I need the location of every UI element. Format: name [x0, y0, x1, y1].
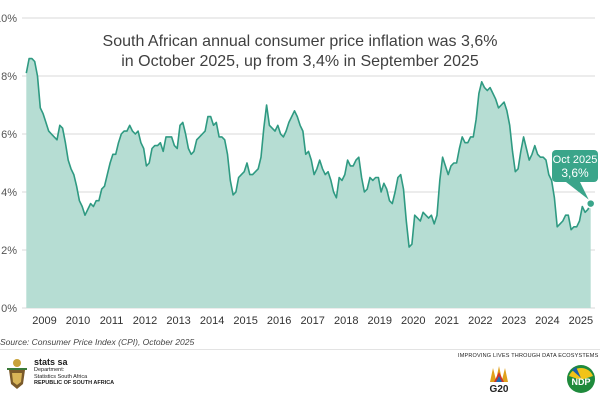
chart-title-line-1: South African annual consumer price infl… — [103, 33, 498, 50]
chart-title-line-2: in October 2025, up from 3,4% in Septemb… — [121, 53, 479, 70]
x-tick-label: 2021 — [435, 315, 459, 327]
callout-pointer — [566, 182, 589, 200]
x-tick-label: 2020 — [401, 315, 425, 327]
org-name: stats sa — [34, 357, 68, 367]
x-tick-label: 2013 — [166, 315, 190, 327]
x-tick-label: 2015 — [233, 315, 257, 327]
x-tick-label: 2023 — [502, 315, 526, 327]
x-tick-label: 2025 — [569, 315, 593, 327]
tagline: IMPROVING LIVES THROUGH DATA ECOSYSTEMS — [458, 353, 599, 359]
org-country: REPUBLIC OF SOUTH AFRICA — [34, 380, 115, 386]
y-tick-label: 2% — [1, 245, 17, 257]
callout-box — [552, 150, 598, 182]
y-tick-label: 6% — [1, 129, 17, 141]
ndp-logo: NDP — [566, 364, 596, 394]
x-tick-label: 2011 — [100, 315, 124, 327]
ndp-emblem-icon — [567, 365, 595, 393]
callout-value: 3,6% — [561, 166, 589, 180]
x-tick-label: 2016 — [267, 315, 291, 327]
callout-date: Oct 2025 — [553, 154, 598, 166]
source-note: Source: Consumer Price Index (CPI), Octo… — [0, 337, 195, 347]
org-unit: Statistics South Africa — [34, 373, 88, 380]
inflation-area — [26, 58, 591, 308]
stats-sa-logo: stats sa Department: Statistics South Af… — [4, 356, 154, 396]
x-tick-label: 2009 — [32, 315, 56, 327]
x-tick-label: 2012 — [133, 315, 157, 327]
inflation-line — [25, 57, 592, 248]
y-tick-label: 4% — [1, 187, 17, 199]
g20-label: G20 — [489, 384, 509, 395]
x-tick-label: 2014 — [200, 315, 224, 327]
g20-logo: G20 — [486, 362, 512, 396]
latest-point-marker — [585, 198, 596, 209]
x-tick-label: 2024 — [535, 315, 559, 327]
x-tick-label: 2010 — [66, 315, 90, 327]
x-tick-label: 2022 — [468, 315, 492, 327]
g20-emblem-icon — [490, 366, 508, 382]
org-department: Department: — [34, 367, 65, 373]
ndp-label: NDP — [571, 377, 591, 387]
coat-of-arms-icon — [7, 359, 27, 389]
y-tick-label: 10% — [0, 13, 17, 25]
x-tick-label: 2017 — [300, 315, 324, 327]
y-tick-label: 0% — [1, 303, 17, 315]
y-tick-label: 8% — [1, 71, 17, 83]
y-axis-ticks: 0% 2% 4% 6% 8% 10% — [0, 13, 17, 315]
x-tick-label: 2019 — [368, 315, 392, 327]
footer-divider — [0, 349, 600, 350]
x-tick-label: 2018 — [334, 315, 358, 327]
x-axis-ticks: 2009 2010 2011 2012 2013 2014 2015 2016 2017 2018… — [32, 315, 593, 327]
